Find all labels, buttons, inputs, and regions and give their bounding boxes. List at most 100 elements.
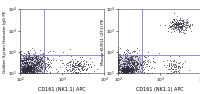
Point xyxy=(31,63,34,64)
Point xyxy=(182,21,185,23)
Point xyxy=(32,72,35,73)
Point xyxy=(40,57,43,58)
Point xyxy=(123,69,126,70)
Point xyxy=(25,65,29,67)
Point xyxy=(30,69,33,70)
Point xyxy=(26,57,29,59)
Point xyxy=(164,66,167,67)
Point xyxy=(177,55,180,57)
Point xyxy=(128,61,131,62)
Point xyxy=(32,64,35,66)
Point xyxy=(177,25,181,27)
Point xyxy=(33,64,37,65)
Point xyxy=(70,64,73,66)
Point xyxy=(166,73,169,74)
Point xyxy=(22,52,26,54)
Point xyxy=(171,19,174,20)
Point xyxy=(125,71,128,73)
Point xyxy=(177,66,180,67)
Point xyxy=(24,70,27,72)
Point xyxy=(169,60,172,62)
Point xyxy=(132,60,135,61)
Point xyxy=(25,63,28,64)
Point xyxy=(20,66,23,67)
Point xyxy=(18,73,22,74)
Point xyxy=(144,63,148,64)
Point xyxy=(34,64,37,66)
Point xyxy=(30,67,33,69)
Point xyxy=(170,21,173,23)
Point xyxy=(18,73,22,74)
Point xyxy=(36,60,39,62)
Point xyxy=(24,54,27,55)
Point xyxy=(143,56,146,58)
Point xyxy=(74,62,78,64)
Point xyxy=(129,59,132,61)
Point xyxy=(122,63,126,64)
Point xyxy=(127,68,130,69)
Point xyxy=(137,68,140,70)
Point xyxy=(74,69,77,71)
Point xyxy=(34,62,37,63)
Point xyxy=(121,67,124,68)
Point xyxy=(23,69,27,70)
Point xyxy=(26,67,29,69)
Point xyxy=(26,68,29,69)
Point xyxy=(169,22,172,23)
Point xyxy=(124,72,127,73)
Point xyxy=(30,71,34,72)
Point xyxy=(32,69,35,70)
Point xyxy=(146,73,150,74)
Point xyxy=(25,59,29,60)
Point xyxy=(126,67,129,69)
Point xyxy=(127,66,130,68)
Point xyxy=(21,67,24,69)
Point xyxy=(131,57,134,59)
Point xyxy=(21,71,24,72)
Point xyxy=(179,23,183,25)
Point xyxy=(28,69,31,70)
Point xyxy=(23,67,26,69)
Point xyxy=(132,62,136,63)
Point xyxy=(170,26,173,28)
Point xyxy=(19,63,22,65)
Point xyxy=(122,70,126,71)
Point xyxy=(43,62,46,64)
Point xyxy=(29,67,33,68)
Point xyxy=(141,65,144,66)
Point xyxy=(124,56,127,57)
Point xyxy=(39,70,43,72)
Point xyxy=(125,70,128,72)
Point xyxy=(127,68,130,69)
Point xyxy=(120,66,124,67)
Point xyxy=(124,71,127,72)
Point xyxy=(21,57,24,58)
Point xyxy=(27,52,31,54)
Point xyxy=(163,24,167,26)
Point xyxy=(123,60,126,61)
Point xyxy=(116,65,120,67)
Point xyxy=(180,19,183,21)
Point xyxy=(21,70,24,72)
Point xyxy=(22,66,25,68)
Point xyxy=(85,67,89,69)
Point xyxy=(23,72,27,73)
Point xyxy=(41,52,44,54)
Point xyxy=(24,73,27,74)
Point xyxy=(132,54,136,55)
Point xyxy=(24,63,27,64)
Point xyxy=(129,58,133,59)
Point xyxy=(38,70,41,71)
Point xyxy=(125,73,128,74)
Point xyxy=(23,73,26,74)
Point xyxy=(27,62,30,64)
Point xyxy=(127,64,130,66)
Point xyxy=(177,29,180,30)
Point xyxy=(23,71,26,72)
Point xyxy=(170,21,173,22)
Point xyxy=(39,65,42,67)
Point xyxy=(182,23,185,24)
Point xyxy=(33,56,36,57)
Point xyxy=(37,71,40,72)
Point xyxy=(21,61,24,62)
